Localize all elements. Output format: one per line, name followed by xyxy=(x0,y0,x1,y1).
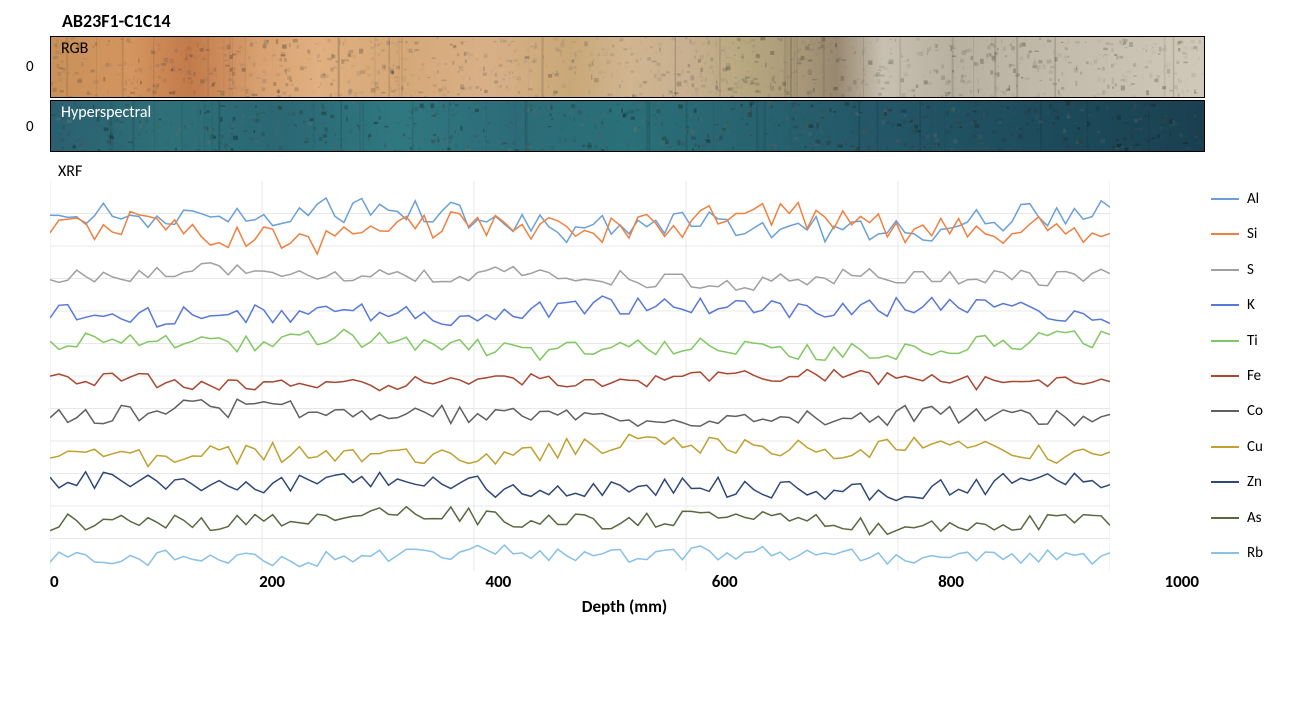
xtick-400: 400 xyxy=(485,571,511,592)
series-Co xyxy=(50,399,1110,426)
xtick-0: 0 xyxy=(50,571,59,592)
series-Al xyxy=(50,198,1110,242)
rgb-panel-wrap: 0 RGB xyxy=(10,36,1294,98)
legend-label-Ti: Ti xyxy=(1247,332,1258,350)
legend-label-Co: Co xyxy=(1247,402,1263,420)
xtick-1000: 1000 xyxy=(1164,571,1198,592)
legend-label-Cu: Cu xyxy=(1247,438,1263,456)
xrf-legend: Al Si SK Ti Fe Co Cu Zn As Rb xyxy=(1199,181,1294,571)
legend-swatch-S xyxy=(1211,269,1239,271)
series-Ti xyxy=(50,330,1110,361)
legend-item-As: As xyxy=(1211,507,1294,529)
legend-label-Fe: Fe xyxy=(1247,367,1261,385)
legend-label-Rb: Rb xyxy=(1247,544,1263,562)
xtick-600: 600 xyxy=(712,571,738,592)
hyper-label: Hyperspectral xyxy=(61,103,151,122)
legend-item-Si: Si xyxy=(1211,223,1294,245)
hyper-panel: Hyperspectral xyxy=(50,100,1205,152)
legend-item-Zn: Zn xyxy=(1211,471,1294,493)
legend-label-S: S xyxy=(1247,261,1254,279)
legend-swatch-Fe xyxy=(1211,375,1239,377)
figure-title: AB23F1-C1C14 xyxy=(62,10,1294,32)
legend-item-Ti: Ti xyxy=(1211,330,1294,352)
legend-swatch-K xyxy=(1211,304,1239,306)
legend-item-Cu: Cu xyxy=(1211,436,1294,458)
legend-label-As: As xyxy=(1247,509,1262,527)
legend-swatch-Al xyxy=(1211,198,1239,200)
legend-swatch-Rb xyxy=(1211,552,1239,554)
hyper-ytick: 0 xyxy=(26,118,34,136)
rgb-ytick: 0 xyxy=(26,58,34,76)
legend-item-K: K xyxy=(1211,294,1294,316)
series-As xyxy=(50,507,1110,535)
legend-swatch-Si xyxy=(1211,233,1239,235)
legend-item-S: S xyxy=(1211,259,1294,281)
xrf-plot xyxy=(50,181,1199,571)
series-Zn xyxy=(50,472,1110,501)
series-Cu xyxy=(50,434,1110,466)
xrf-label: XRF xyxy=(50,154,1294,181)
rgb-label: RGB xyxy=(61,39,88,58)
legend-swatch-As xyxy=(1211,517,1239,519)
legend-label-Al: Al xyxy=(1247,190,1259,208)
hyper-panel-wrap: 0 Hyperspectral xyxy=(10,100,1294,152)
legend-item-Al: Al xyxy=(1211,188,1294,210)
legend-swatch-Zn xyxy=(1211,481,1239,483)
legend-item-Rb: Rb xyxy=(1211,542,1294,564)
legend-item-Fe: Fe xyxy=(1211,365,1294,387)
legend-swatch-Co xyxy=(1211,410,1239,412)
legend-item-Co: Co xyxy=(1211,400,1294,422)
legend-label-K: K xyxy=(1247,296,1255,314)
xtick-800: 800 xyxy=(938,571,964,592)
x-axis: 0 200 400 600 800 1000 Depth (mm) xyxy=(50,571,1294,626)
xtick-200: 200 xyxy=(259,571,285,592)
legend-swatch-Cu xyxy=(1211,446,1239,448)
series-Fe xyxy=(50,370,1110,391)
x-axis-label: Depth (mm) xyxy=(50,596,1294,617)
legend-label-Si: Si xyxy=(1247,225,1257,243)
series-Rb xyxy=(50,545,1110,567)
xrf-panel: XRF Al Si SK Ti Fe Co Cu Zn As Rb xyxy=(50,154,1294,571)
x-ticks: 0 200 400 600 800 1000 xyxy=(50,571,1294,592)
rgb-panel: RGB xyxy=(50,36,1205,98)
legend-label-Zn: Zn xyxy=(1247,473,1262,491)
series-S xyxy=(50,263,1110,290)
xrf-chart-area: Al Si SK Ti Fe Co Cu Zn As Rb xyxy=(50,181,1294,571)
legend-swatch-Ti xyxy=(1211,340,1239,342)
